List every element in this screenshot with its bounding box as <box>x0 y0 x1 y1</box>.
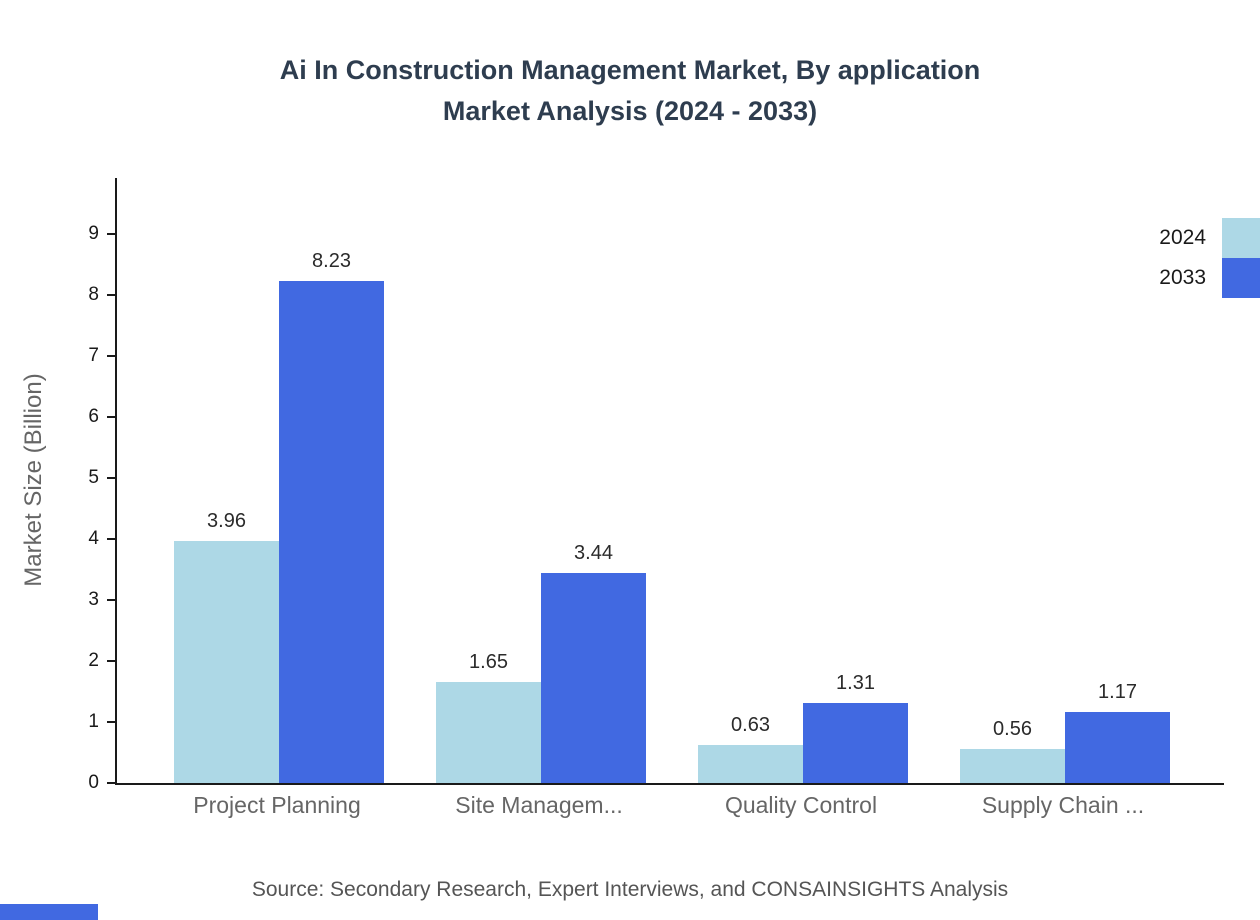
plot-area: 0 1 2 3 4 5 6 7 8 9 3.96 8.23 1.65 3.44 0.63 1.31 0.56 1… <box>88 178 1224 793</box>
bar-2033-supply-chain <box>1065 711 1170 783</box>
legend-swatch-2033 <box>1222 258 1260 298</box>
y-tick-mark-2 <box>107 660 117 662</box>
y-tick-mark-9 <box>107 233 117 235</box>
bar-group-project-planning: 3.96 8.23 <box>174 178 384 783</box>
chart-title: Ai In Construction Management Market, By… <box>0 50 1260 132</box>
y-tick-mark-8 <box>107 294 117 296</box>
bar-group-supply-chain: 0.56 1.17 <box>960 178 1170 783</box>
bar-2024-quality-control <box>698 744 803 783</box>
y-tick-label-2: 2 <box>88 650 99 671</box>
y-tick-label-9: 9 <box>88 223 99 244</box>
bar-value-label-2033-site-managem: 3.44 <box>574 542 613 565</box>
legend-swatch-2024 <box>1222 218 1260 258</box>
x-axis-label-supply-chain: Supply Chain ... <box>981 792 1145 818</box>
y-tick-label-6: 6 <box>88 406 99 427</box>
y-tick-mark-4 <box>107 538 117 540</box>
y-tick-label-7: 7 <box>88 345 99 366</box>
bar-2024-supply-chain <box>960 748 1065 783</box>
chart-title-line1: Ai In Construction Management Market, By… <box>279 55 981 85</box>
legend-item-2024: 2024 <box>1159 218 1260 258</box>
source-note: Source: Secondary Research, Expert Inter… <box>251 878 1009 901</box>
chart-title-line2: Market Analysis (2024 - 2033) <box>442 96 818 126</box>
y-axis-title: Market Size (Billion) <box>20 373 47 587</box>
bar-2024-project-planning <box>174 541 279 783</box>
legend-label-2024: 2024 <box>1159 226 1206 249</box>
y-tick-label-1: 1 <box>88 711 99 732</box>
bar-value-label-2024-project-planning: 3.96 <box>207 510 246 533</box>
y-tick-mark-7 <box>107 355 117 357</box>
y-tick-label-5: 5 <box>88 467 99 488</box>
legend: 2024 2033 <box>1159 218 1260 298</box>
y-tick-mark-1 <box>107 721 117 723</box>
bar-2024-site-managem <box>436 682 541 783</box>
x-axis-label-quality-control: Quality Control <box>724 792 878 818</box>
bar-value-label-2033-supply-chain: 1.17 <box>1098 680 1137 703</box>
bar-2033-project-planning <box>279 280 384 783</box>
bars-layer: 3.96 8.23 1.65 3.44 0.63 1.31 0.56 1.17 <box>117 178 1224 783</box>
bar-value-label-2033-quality-control: 1.31 <box>836 672 875 695</box>
y-tick-mark-0 <box>107 782 117 784</box>
y-axis-ticks: 0 1 2 3 4 5 6 7 8 9 <box>88 178 1224 793</box>
x-axis-label-site-managem: Site Managem... <box>455 792 623 818</box>
bar-value-label-2033-project-planning: 8.23 <box>312 249 351 272</box>
bottom-left-accent-bar <box>0 904 98 920</box>
bar-value-label-2024-quality-control: 0.63 <box>731 713 770 736</box>
bar-2033-site-managem <box>541 573 646 783</box>
y-tick-mark-5 <box>107 477 117 479</box>
y-tick-mark-3 <box>107 599 117 601</box>
y-tick-label-0: 0 <box>88 772 99 793</box>
x-axis-labels: Project Planning Site Managem... Quality C… <box>115 792 1222 828</box>
bar-value-label-2024-site-managem: 1.65 <box>469 651 508 674</box>
bar-value-label-2024-supply-chain: 0.56 <box>993 717 1032 740</box>
y-tick-mark-6 <box>107 416 117 418</box>
y-tick-label-4: 4 <box>88 528 99 549</box>
bar-group-site-managem: 1.65 3.44 <box>436 178 646 783</box>
bar-group-quality-control: 0.63 1.31 <box>698 178 908 783</box>
y-tick-label-8: 8 <box>88 284 99 305</box>
legend-item-2033: 2033 <box>1159 258 1260 298</box>
x-axis-label-project-planning: Project Planning <box>193 792 361 818</box>
y-tick-label-3: 3 <box>88 589 99 610</box>
legend-label-2033: 2033 <box>1159 266 1206 289</box>
bar-2033-quality-control <box>803 703 908 783</box>
